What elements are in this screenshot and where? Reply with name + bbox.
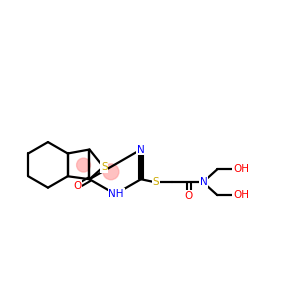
- Text: N: N: [137, 145, 145, 154]
- Text: NH: NH: [109, 189, 124, 199]
- Text: O: O: [184, 191, 193, 201]
- Text: S: S: [152, 177, 159, 187]
- Circle shape: [103, 164, 119, 180]
- Text: OH: OH: [233, 190, 249, 200]
- Text: N: N: [200, 177, 207, 187]
- Circle shape: [76, 158, 91, 172]
- Text: S: S: [101, 162, 108, 172]
- Text: OH: OH: [233, 164, 249, 174]
- Text: O: O: [73, 181, 82, 191]
